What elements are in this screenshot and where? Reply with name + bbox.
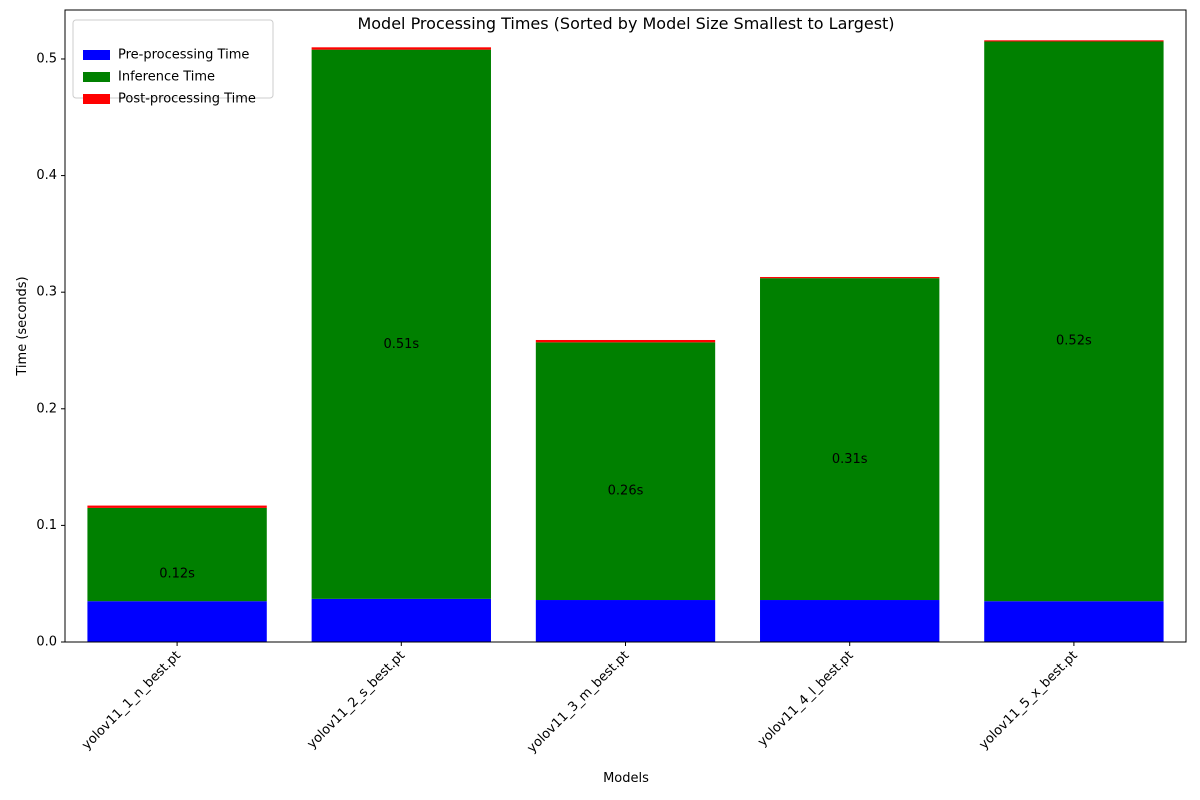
x-tick-label-1: yolov11_1_n_best.pt — [79, 648, 184, 753]
y-tick-label-5: 0.4 — [36, 168, 57, 183]
data-label-4: 0.31s — [832, 452, 868, 467]
legend-label-3: Post-processing Time — [118, 92, 256, 107]
data-label-3: 0.26s — [608, 483, 644, 498]
x-tick-label-3: yolov11_3_m_best.pt — [525, 648, 633, 756]
x-axis-label: Models — [603, 771, 649, 786]
x-axis: yolov11_1_n_best.pt yolov11_2_s_best.pt yo… — [79, 642, 1081, 756]
bar-2-3 — [535, 342, 716, 601]
legend: Pre-processing Time Inference Time Post-pr… — [72, 19, 274, 107]
bar-3-5 — [984, 40, 1164, 42]
x-tick-label-4: yolov11_4_l_best.pt — [755, 648, 856, 749]
legend-swatch-3 — [83, 94, 110, 104]
data-label-1: 0.12s — [159, 566, 195, 581]
plot-bars — [87, 40, 1164, 642]
bar-1-3 — [535, 600, 716, 642]
data-label-5: 0.52s — [1056, 334, 1092, 349]
y-tick-label-6: 0.5 — [36, 51, 57, 66]
legend-label-2: Inference Time — [118, 70, 215, 85]
y-tick-label-4: 0.3 — [36, 285, 57, 300]
data-label-2: 0.51s — [383, 337, 419, 352]
y-tick-label-1: 0.0 — [36, 635, 57, 650]
bar-2-4 — [760, 278, 940, 601]
legend-label-1: Pre-processing Time — [118, 48, 249, 63]
data-labels: 0.12s 0.51s 0.26s 0.31s 0.52s — [159, 334, 1092, 582]
bar-1-5 — [984, 601, 1164, 642]
bar-3-1 — [87, 505, 267, 508]
legend-swatch-1 — [83, 50, 110, 60]
y-tick-label-3: 0.2 — [36, 401, 57, 416]
bar-3-2 — [311, 47, 491, 50]
bar-1-4 — [760, 600, 940, 642]
bar-3-3 — [535, 339, 716, 343]
bar-2-5 — [984, 41, 1164, 602]
y-axis: 0.0 0.1 0.2 0.3 0.4 0.5 — [36, 51, 65, 650]
x-tick-label-2: yolov11_2_s_best.pt — [304, 648, 408, 752]
chart-title: Model Processing Times (Sorted by Model … — [357, 14, 894, 33]
x-tick-label-5: yolov11_5_x_best.pt — [976, 648, 1080, 752]
bar-1-1 — [87, 601, 267, 642]
legend-swatch-2 — [83, 72, 110, 82]
bar-2-1 — [87, 507, 267, 602]
legend-frame — [72, 19, 274, 99]
y-axis-label: Time (seconds) — [15, 276, 30, 376]
bar-2-2 — [311, 49, 491, 599]
y-tick-label-2: 0.1 — [36, 518, 57, 533]
bar-3-4 — [760, 277, 940, 279]
bar-1-2 — [311, 598, 491, 642]
